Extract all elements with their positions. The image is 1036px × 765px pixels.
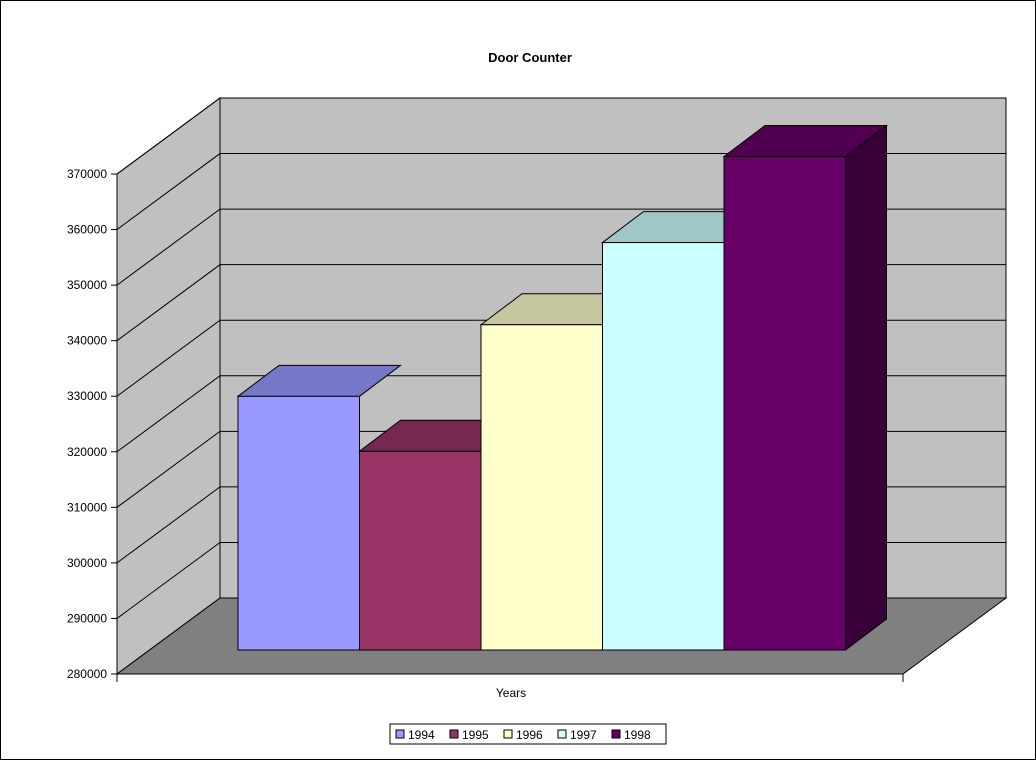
bar-1994 [236, 364, 402, 651]
bar-side [845, 124, 887, 652]
legend-swatch [449, 729, 459, 739]
bar-group [236, 124, 888, 652]
bar-front [480, 324, 603, 651]
y-tick-label: 280000 [67, 667, 107, 681]
bar-1996 [479, 293, 645, 651]
bar-front [359, 450, 482, 651]
bar-1998 [722, 124, 888, 652]
chart-title: Door Counter [488, 50, 572, 65]
bar-front [237, 395, 360, 651]
y-tick-label: 350000 [67, 278, 107, 292]
side-wall [116, 97, 221, 675]
legend-label: 1998 [624, 728, 651, 742]
y-tick-label: 310000 [67, 500, 107, 514]
y-tick-label: 330000 [67, 389, 107, 403]
y-tick-label: 300000 [67, 556, 107, 570]
legend-swatch [395, 729, 405, 739]
gridline [116, 97, 1006, 175]
x-axis-label: Years [496, 686, 526, 700]
legend: 1994 1995 1996 1997 1998 [389, 723, 667, 745]
legend-label: 1997 [570, 728, 597, 742]
legend-label: 1994 [408, 728, 435, 742]
bar-front [602, 242, 725, 651]
legend-swatch [611, 729, 621, 739]
legend-label: 1995 [462, 728, 489, 742]
legend-box [389, 723, 667, 745]
legend-label: 1996 [516, 728, 543, 742]
legend-swatch [503, 729, 513, 739]
y-tick-label: 320000 [67, 445, 107, 459]
legend-swatch [557, 729, 567, 739]
y-tick-label: 340000 [67, 334, 107, 348]
axes: 280000 290000 300000 310000 320000 330000 3400… [67, 167, 904, 682]
y-tick-label: 370000 [67, 167, 107, 181]
bar-front [723, 156, 846, 651]
y-tick-label: 360000 [67, 223, 107, 237]
y-tick-label: 290000 [67, 611, 107, 625]
